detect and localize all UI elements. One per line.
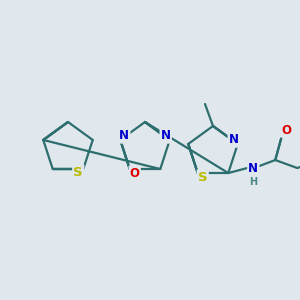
Text: N: N bbox=[119, 130, 129, 142]
Text: O: O bbox=[130, 167, 140, 179]
Text: N: N bbox=[248, 161, 258, 175]
Text: N: N bbox=[229, 134, 239, 146]
Text: S: S bbox=[74, 166, 83, 178]
Text: H: H bbox=[249, 177, 257, 187]
Text: N: N bbox=[161, 130, 171, 142]
Text: O: O bbox=[281, 124, 291, 136]
Text: S: S bbox=[198, 170, 208, 184]
